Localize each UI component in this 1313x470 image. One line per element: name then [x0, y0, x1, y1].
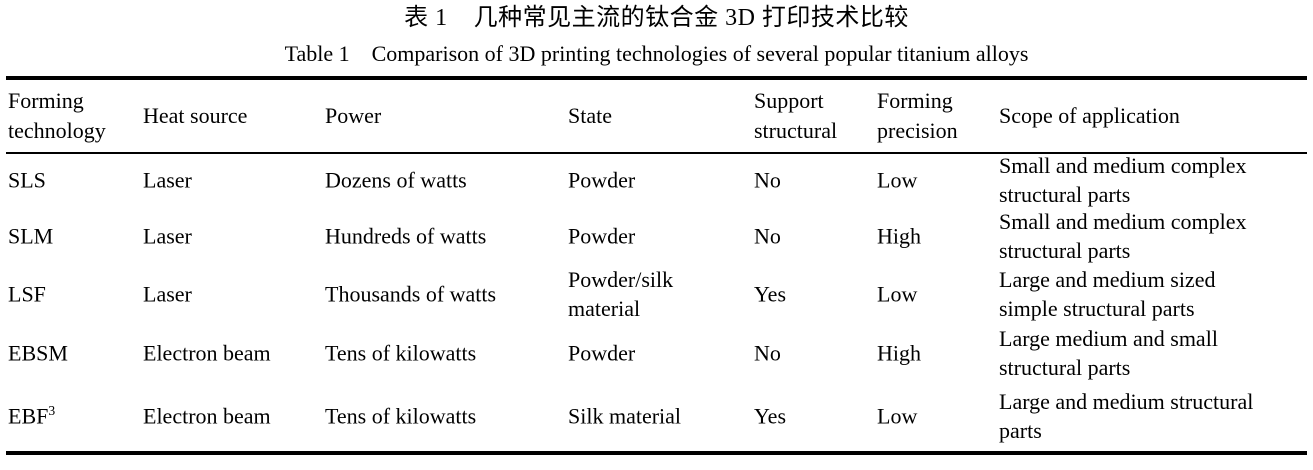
table-row: LSF Laser Thousands of watts Powder/silk… [0, 264, 1313, 324]
cell-state: Powder [568, 167, 636, 193]
table-header-rule [6, 152, 1307, 154]
forming-technology-label: SLS [8, 167, 46, 193]
cell-scope-of-application: Small and medium complex structural part… [999, 153, 1247, 207]
table-row: EBF3 Electron beam Tens of kilowatts Sil… [0, 382, 1313, 450]
cell-heat-source: Laser [143, 223, 192, 249]
cell-heat-source: Electron beam [143, 340, 271, 366]
cell-forming-precision: High [877, 340, 921, 366]
cell-power: Thousands of watts [325, 281, 497, 307]
cell-power: Tens of kilowatts [325, 340, 477, 366]
table-row: SLM Laser Hundreds of watts Powder No Hi… [0, 208, 1313, 264]
column-header-forming-precision: Forming precision [877, 88, 958, 143]
forming-technology-label: LSF [8, 281, 46, 307]
table-bottom-rule [6, 451, 1307, 455]
table-caption-english: Table 1 Comparison of 3D printing techno… [284, 41, 1029, 66]
cell-state: Powder [568, 340, 636, 366]
table-row: SLS Laser Dozens of watts Powder No Low … [0, 152, 1313, 208]
forming-technology-superscript: 3 [48, 403, 56, 419]
cell-scope-of-application: Small and medium complex structural part… [999, 209, 1247, 263]
column-header-power: Power [325, 103, 382, 128]
cell-power: Hundreds of watts [325, 223, 487, 249]
column-header-scope-of-application: Scope of application [999, 103, 1180, 128]
cell-heat-source: Laser [143, 167, 192, 193]
cell-state: Powder/silk material [568, 267, 674, 321]
cell-forming-precision: Low [877, 167, 918, 193]
cell-forming-technology: SLS [8, 166, 140, 195]
cell-state: Silk material [568, 403, 682, 429]
cell-scope-of-application: Large and medium structural parts [999, 389, 1254, 443]
cell-forming-precision: High [877, 223, 921, 249]
cell-power: Dozens of watts [325, 167, 467, 193]
forming-technology-label: EBSM [8, 340, 68, 366]
table-top-rule [6, 76, 1307, 80]
cell-scope-of-application: Large and medium sized simple structural… [999, 267, 1216, 321]
table-row: EBSM Electron beam Tens of kilowatts Pow… [0, 324, 1313, 382]
cell-state: Powder [568, 223, 636, 249]
column-header-forming-technology: Forming technology [8, 88, 106, 143]
cell-scope-of-application: Large medium and small structural parts [999, 326, 1218, 380]
forming-technology-label: SLM [8, 223, 54, 249]
cell-forming-technology: EBSM [8, 339, 140, 368]
cell-support-structural: No [754, 340, 781, 366]
column-header-support-structural: Support structural [754, 88, 838, 143]
comparison-table: Forming technology Heat source Power Sta… [0, 80, 1313, 450]
cell-support-structural: Yes [754, 403, 787, 429]
column-header-heat-source: Heat source [143, 103, 248, 128]
cell-forming-technology: EBF3 [8, 402, 140, 431]
column-header-state: State [568, 103, 612, 128]
cell-forming-technology: SLM [8, 222, 140, 251]
cell-support-structural: No [754, 223, 781, 249]
cell-power: Tens of kilowatts [325, 403, 477, 429]
cell-support-structural: No [754, 167, 781, 193]
cell-forming-technology: LSF [8, 280, 140, 309]
cell-forming-precision: Low [877, 403, 918, 429]
forming-technology-label: EBF [8, 403, 49, 429]
cell-heat-source: Laser [143, 281, 192, 307]
table-caption-chinese: 表 1 几种常见主流的钛合金 3D 打印技术比较 [404, 5, 909, 31]
table-header-row: Forming technology Heat source Power Sta… [0, 80, 1313, 152]
cell-support-structural: Yes [754, 281, 787, 307]
cell-forming-precision: Low [877, 281, 918, 307]
cell-heat-source: Electron beam [143, 403, 271, 429]
